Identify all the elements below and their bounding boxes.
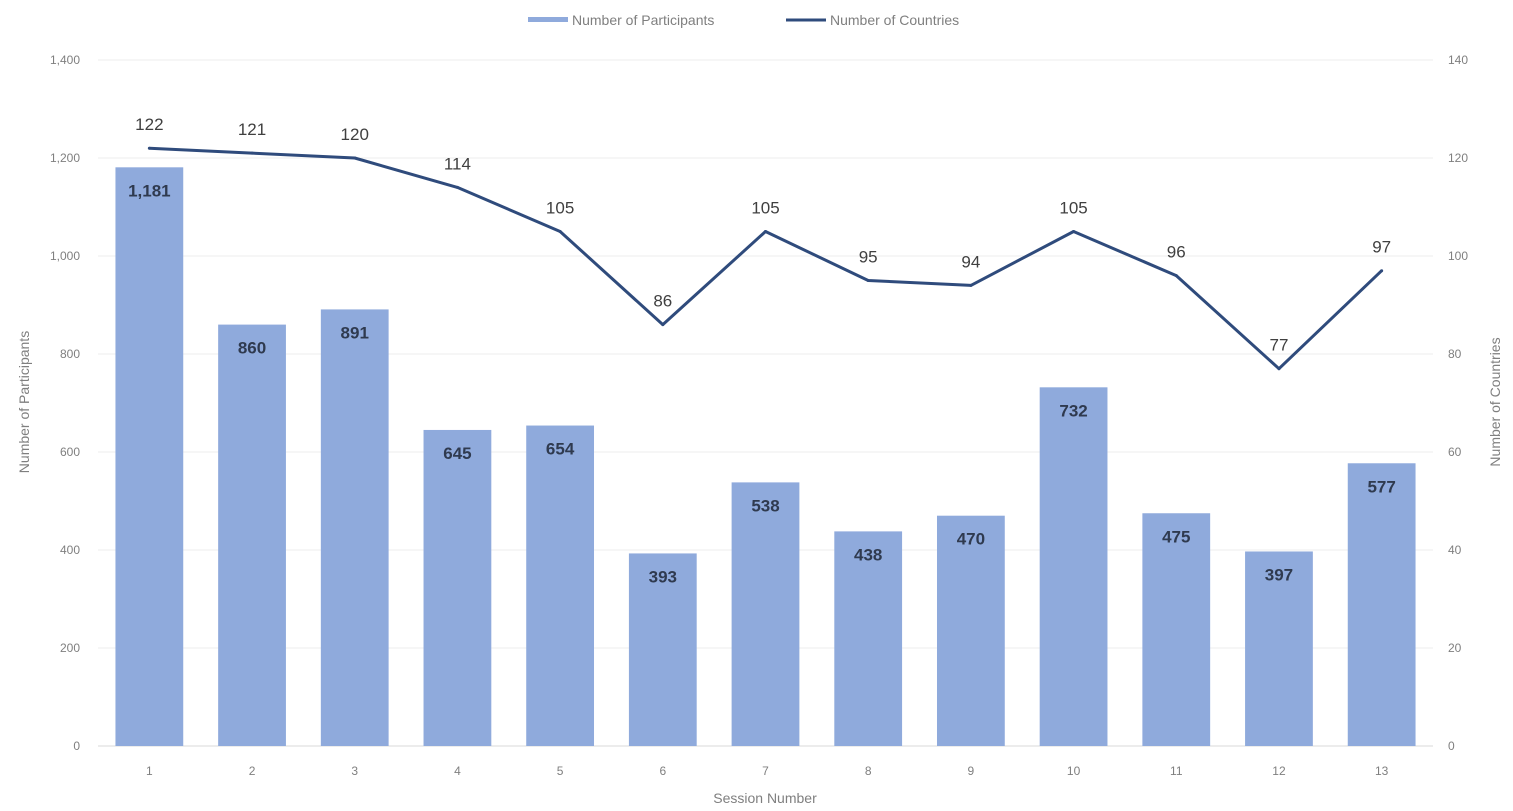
countries-value-label: 94	[961, 252, 980, 271]
participants-bar	[526, 425, 595, 746]
countries-value-label: 105	[1059, 199, 1087, 218]
x-tick-label: 12	[1272, 764, 1286, 778]
x-tick-label: 3	[351, 764, 358, 778]
data-labels: 1,181 860 891 645 654 393 538 438 470 732 475 397 57…	[128, 115, 1396, 586]
countries-value-label: 122	[135, 115, 163, 134]
y-tick-label: 400	[60, 543, 80, 557]
countries-point	[661, 323, 665, 327]
countries-value-label: 97	[1372, 238, 1391, 257]
participant-bars	[115, 167, 1416, 746]
participants-value-label: 1,181	[128, 181, 171, 200]
countries-point	[147, 146, 151, 150]
participants-value-label: 654	[546, 440, 575, 459]
countries-point	[969, 283, 973, 287]
countries-point	[250, 151, 254, 155]
y2-tick-label: 140	[1448, 53, 1468, 67]
y-tick-label: 200	[60, 641, 80, 655]
participants-bar	[834, 531, 903, 746]
participants-value-label: 475	[1162, 527, 1190, 546]
y-axis-title: Number of Participants	[16, 331, 32, 473]
participants-value-label: 577	[1367, 477, 1395, 496]
participants-value-label: 470	[957, 530, 985, 549]
participants-value-label: 438	[854, 545, 882, 564]
x-axis-title: Session Number	[713, 790, 817, 806]
countries-point	[1380, 269, 1384, 273]
legend-label-countries: Number of Countries	[830, 12, 959, 28]
x-tick-label: 7	[762, 764, 769, 778]
y2-tick-label: 20	[1448, 641, 1462, 655]
y-tick-label: 800	[60, 347, 80, 361]
participants-value-label: 732	[1059, 401, 1087, 420]
countries-point	[764, 230, 767, 233]
participants-bar	[115, 167, 184, 746]
countries-value-label: 95	[859, 248, 878, 267]
countries-value-label: 86	[653, 292, 672, 311]
participants-bar	[1039, 387, 1108, 746]
x-tick-label: 11	[1170, 764, 1183, 778]
y-tick-label: 1,200	[50, 151, 80, 165]
y-tick-label: 1,000	[50, 249, 80, 263]
countries-point	[1277, 367, 1281, 371]
y2-tick-label: 40	[1448, 543, 1462, 557]
participants-value-label: 860	[238, 339, 266, 358]
participants-value-label: 891	[341, 323, 369, 342]
x-tick-label: 4	[454, 764, 461, 778]
countries-value-label: 105	[751, 199, 779, 218]
x-tick-label: 13	[1375, 764, 1389, 778]
y2-axis-title: Number of Countries	[1487, 337, 1503, 466]
countries-value-label: 105	[546, 199, 574, 218]
countries-point	[558, 230, 562, 233]
participants-value-label: 397	[1265, 565, 1293, 584]
countries-value-label: 96	[1167, 243, 1186, 262]
participants-value-label: 645	[443, 444, 471, 463]
countries-value-label: 114	[444, 154, 471, 173]
countries-value-label: 120	[341, 125, 369, 144]
legend-swatch-participants	[528, 17, 568, 22]
countries-point	[866, 279, 870, 282]
countries-point	[1072, 230, 1076, 233]
x-tick-label: 5	[557, 764, 564, 778]
countries-value-label: 77	[1270, 336, 1289, 355]
countries-point	[353, 156, 357, 160]
countries-point	[1174, 274, 1178, 278]
participants-bar	[1142, 513, 1211, 746]
x-tick-label: 6	[659, 764, 666, 778]
x-tick-label: 9	[968, 764, 975, 778]
x-tick-label: 10	[1067, 764, 1081, 778]
y-tick-label: 600	[60, 445, 80, 459]
x-tick-label: 8	[865, 764, 872, 778]
countries-value-label: 121	[238, 120, 266, 139]
participants-bar	[731, 482, 800, 746]
y2-tick-label: 0	[1448, 739, 1455, 753]
y-tick-label: 0	[73, 739, 80, 753]
participants-value-label: 393	[649, 567, 677, 586]
y2-tick-label: 120	[1448, 151, 1468, 165]
y2-tick-label: 60	[1448, 445, 1462, 459]
participants-bar	[218, 324, 286, 746]
y2-tick-label: 100	[1448, 249, 1468, 263]
legend: Number of Participants Number of Countri…	[528, 12, 959, 28]
participants-bar	[320, 309, 389, 746]
participants-bar	[423, 429, 492, 746]
participants-bar	[628, 553, 697, 746]
participants-bar	[1347, 463, 1416, 746]
y2-tick-label: 80	[1448, 347, 1462, 361]
participants-value-label: 538	[751, 496, 779, 515]
participants-bar	[936, 515, 1005, 746]
legend-label-participants: Number of Participants	[572, 12, 714, 28]
participants-bar	[1245, 551, 1313, 746]
countries-line	[147, 146, 1384, 371]
x-tick-label: 1	[146, 764, 153, 778]
y-tick-label: 1,400	[50, 53, 80, 67]
x-tick-label: 2	[249, 764, 256, 778]
countries-point	[455, 185, 459, 189]
